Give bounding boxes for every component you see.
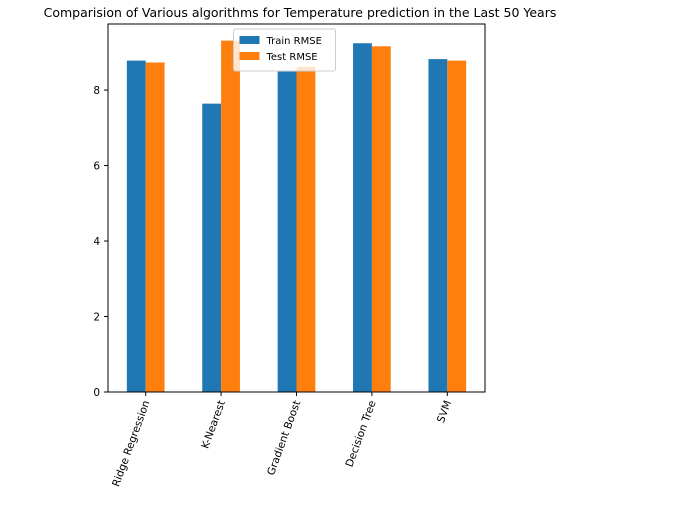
bar-test-rmse-gradient-boost: [296, 66, 316, 392]
x-axis: Ridge Regression K-Nearest Gradient Boost D…: [110, 392, 454, 488]
y-tick-label: 8: [93, 85, 100, 97]
chart-title: Comparision of Various algorithms for Te…: [43, 5, 557, 20]
legend-label: Train RMSE: [266, 36, 322, 47]
x-tick-label: Decision Tree: [344, 399, 379, 469]
bar-test-rmse-ridge-regression: [145, 62, 165, 392]
bar-train-rmse-decision-tree: [353, 43, 372, 392]
y-tick-label: 2: [93, 312, 100, 324]
x-tick-label: SVM: [435, 399, 454, 425]
x-tick-label: Ridge Regression: [110, 399, 152, 488]
bar-test-rmse-k-nearest: [221, 40, 240, 392]
y-axis: 0 2 4 6 8: [93, 85, 108, 399]
y-tick-label: 4: [93, 236, 100, 248]
legend: Train RMSE Test RMSE: [233, 28, 336, 72]
bar-train-rmse-ridge-regression: [126, 60, 146, 393]
bar-train-rmse-svm: [428, 59, 448, 393]
x-tick-label: Gradient Boost: [265, 399, 303, 477]
x-tick-label: K-Nearest: [199, 399, 228, 451]
legend-swatch: [239, 36, 260, 44]
y-tick-label: 0: [93, 387, 100, 399]
bar-test-rmse-svm: [447, 60, 467, 393]
bars-layer: [126, 40, 467, 393]
legend-label: Test RMSE: [266, 52, 318, 63]
bar-train-rmse-k-nearest: [202, 103, 222, 392]
legend-swatch: [239, 52, 260, 60]
bar-train-rmse-gradient-boost: [277, 71, 297, 393]
bar-test-rmse-decision-tree: [371, 46, 391, 393]
y-tick-label: 6: [93, 161, 100, 173]
